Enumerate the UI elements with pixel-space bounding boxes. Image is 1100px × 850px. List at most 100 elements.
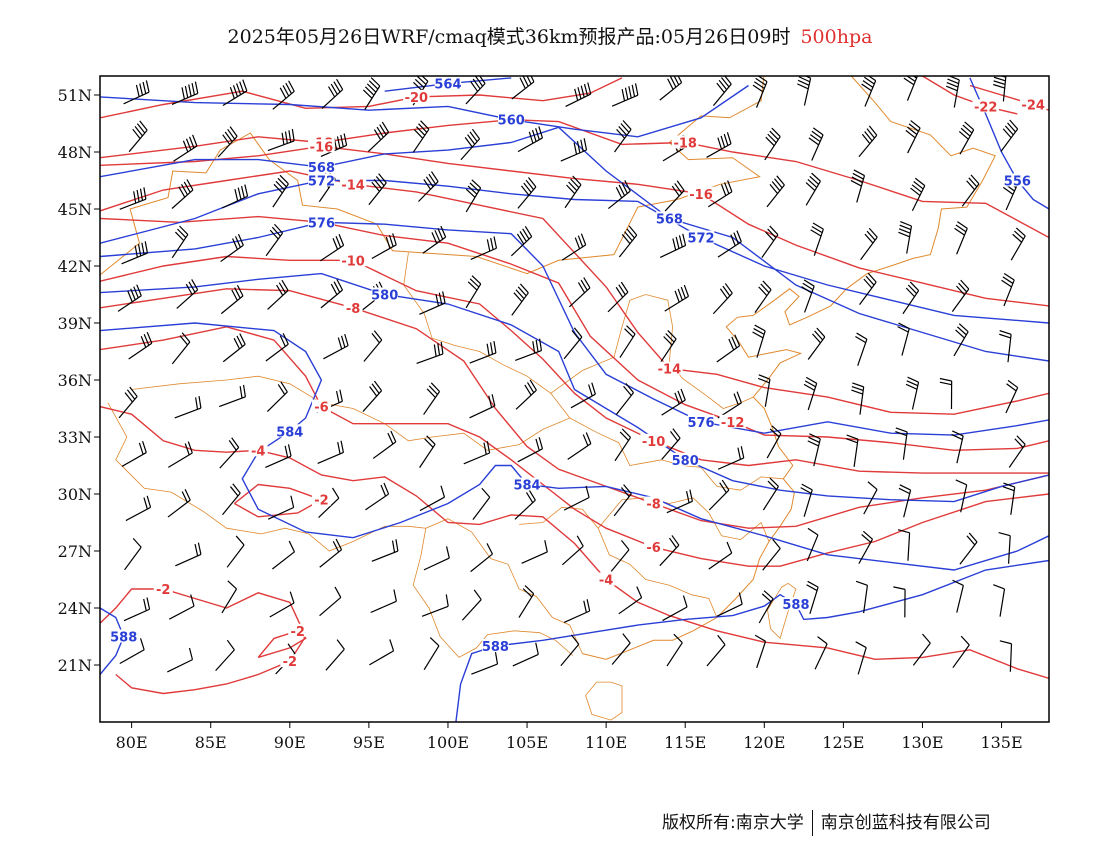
- wind-barb: [123, 80, 150, 105]
- contour-label: 576: [687, 416, 714, 431]
- contour-label-bg: [671, 452, 699, 466]
- wind-barb: [998, 532, 1011, 564]
- wind-barb: [465, 275, 482, 309]
- contour-label-bg: [972, 99, 999, 113]
- wind-barb: [708, 541, 733, 570]
- wind-barb: [939, 377, 953, 410]
- wind-barb: [222, 333, 246, 363]
- wind-barb: [171, 332, 191, 365]
- wind-barb: [569, 277, 591, 308]
- wind-barb: [121, 440, 147, 467]
- lat-tick-label: 33N: [58, 428, 92, 447]
- wind-barb: [766, 175, 785, 208]
- contour-label-bg: [339, 253, 367, 267]
- wind-barb: [800, 483, 813, 517]
- wind-barb: [1008, 435, 1026, 468]
- contour-label-bg: [513, 477, 541, 491]
- wind-barb: [712, 283, 733, 315]
- contour-label: -16: [689, 188, 713, 203]
- contour-label: 564: [434, 78, 461, 93]
- wind-barb: [762, 477, 779, 511]
- footer-separator: [811, 810, 813, 836]
- wind-barb: [955, 479, 968, 513]
- wind-barb: [717, 391, 742, 419]
- wind-barb: [515, 338, 543, 361]
- wind-barb: [461, 589, 482, 621]
- wind-barb: [470, 543, 493, 573]
- wind-barb: [272, 80, 295, 110]
- wind-barb: [423, 546, 450, 571]
- contour-label: -2: [314, 494, 328, 509]
- wind-barb: [618, 586, 643, 615]
- wind-barb: [371, 233, 397, 260]
- contour-label-bg: [644, 496, 664, 510]
- wind-barb: [801, 279, 815, 313]
- title-main: 2025年05月26日WRF/cmaq模式36km预报产品:05月26日09时: [227, 26, 791, 48]
- contour-label-bg: [153, 582, 173, 595]
- wind-barb: [758, 590, 774, 624]
- wind-barb: [757, 374, 771, 407]
- wind-barb: [766, 425, 782, 459]
- wind-barb: [363, 330, 383, 362]
- wind-barb: [565, 82, 592, 107]
- wind-barb: [560, 138, 588, 162]
- wind-barb: [319, 586, 342, 617]
- wind-barb: [895, 427, 908, 460]
- wind-barb: [128, 120, 148, 153]
- contour-label: 580: [672, 454, 699, 469]
- lon-tick-label: 85E: [195, 733, 227, 752]
- contour-label: 584: [513, 479, 540, 494]
- wind-barb: [810, 222, 824, 256]
- contour-label-bg: [371, 287, 398, 301]
- wind-barb: [320, 279, 344, 309]
- contour-label: 588: [782, 598, 809, 613]
- wind-barb: [951, 430, 964, 464]
- contour-label-bg: [308, 139, 335, 153]
- lat-tick-label: 24N: [58, 599, 92, 618]
- wind-barb: [422, 225, 447, 254]
- wind-barb: [910, 177, 926, 212]
- wind-barb: [814, 636, 828, 670]
- wind-barb: [128, 331, 153, 360]
- wind-barb: [419, 435, 436, 468]
- contour-label: 580: [371, 289, 398, 304]
- temperature-contour: [100, 145, 1049, 307]
- contour-label-bg: [308, 173, 335, 187]
- height-contour: [455, 559, 1049, 722]
- contour-label-bg: [719, 414, 746, 428]
- footer-company: 南京创蓝科技有限公司: [820, 813, 991, 833]
- wind-barb: [808, 127, 824, 161]
- wind-barb: [706, 634, 726, 667]
- wind-barb: [321, 78, 344, 109]
- wind-barb: [805, 172, 821, 206]
- wind-barb: [118, 386, 138, 419]
- wind-barb: [560, 634, 580, 667]
- contour-label: -4: [251, 444, 265, 459]
- title-pressure-level: 500hpa: [800, 26, 873, 48]
- contour-label-bg: [311, 399, 331, 413]
- wind-barb: [119, 187, 147, 210]
- wind-barb: [912, 633, 931, 666]
- wind-barb: [614, 120, 632, 153]
- wind-barb: [993, 584, 1006, 617]
- wind-barb: [858, 530, 874, 564]
- wind-barb: [517, 177, 537, 209]
- lat-tick-label: 45N: [58, 200, 92, 219]
- wind-barb: [618, 225, 638, 258]
- wind-barb: [368, 173, 387, 206]
- wind-barb: [716, 334, 741, 363]
- height-contour: [100, 322, 1049, 571]
- lon-tick-label: 100E: [427, 733, 469, 752]
- wind-barb: [859, 272, 877, 306]
- wind-barb: [325, 639, 345, 671]
- wind-barb: [905, 376, 920, 410]
- lon-tick-label: 135E: [980, 733, 1022, 752]
- lon-tick-label: 105E: [506, 733, 548, 752]
- wind-barb: [567, 432, 592, 460]
- wind-barb: [465, 179, 482, 213]
- province-border: [767, 582, 797, 640]
- lon-tick-label: 125E: [822, 733, 864, 752]
- wind-barb: [659, 233, 687, 258]
- wind-barb: [615, 383, 634, 415]
- lon-tick-label: 115E: [664, 733, 706, 752]
